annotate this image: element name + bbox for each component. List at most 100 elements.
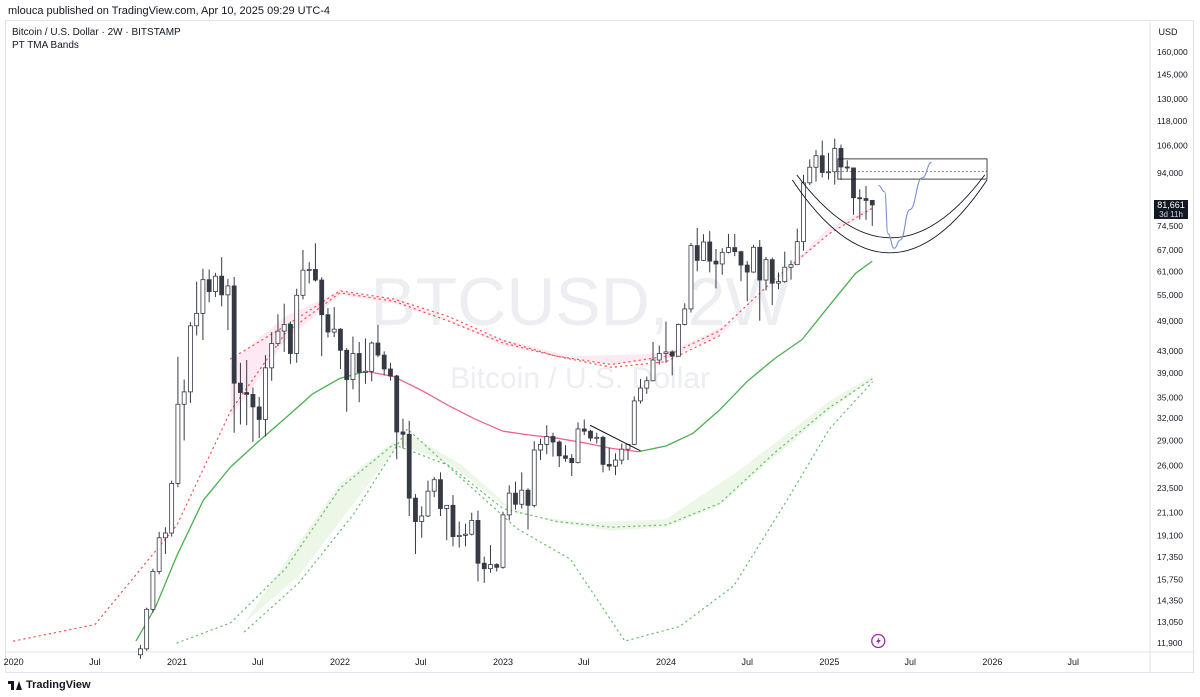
candle [275,314,281,347]
candle-body [150,571,156,610]
candle [356,342,362,403]
candle [701,234,706,261]
candle-body [807,166,813,184]
candle-body [863,198,869,201]
candle [751,244,756,273]
candle [682,303,688,326]
candle [606,447,612,471]
candle [631,396,637,446]
candle [313,243,318,282]
candle [325,308,331,338]
candle-body [231,285,237,384]
x-tick-label: Jul [415,657,427,667]
chart-legend: Bitcoin / U.S. Dollar · 2W · BITSTAMP PT… [12,26,181,52]
candle-body [294,294,300,354]
candle [181,379,187,441]
candle-body [794,241,800,266]
y-tick-label: 130,000 [1157,94,1188,104]
candle [769,257,775,306]
candle-body [194,312,200,327]
y-tick-label: 13,050 [1157,617,1183,627]
candle [281,303,287,352]
candle-body [319,279,325,316]
flash-icon-bolt [876,637,881,645]
candle [263,355,268,437]
candle [338,328,343,369]
symbol-line[interactable]: Bitcoin / U.S. Dollar · 2W · BITSTAMP [12,27,181,38]
candle [463,523,468,547]
indicator-label[interactable]: PT TMA Bands [12,40,79,51]
candle [663,321,669,363]
bar-countdown: 3d 11h [1159,210,1183,219]
candle-body [769,259,775,284]
candle [638,378,643,404]
x-tick-label: 2024 [656,657,676,667]
trendline-drawing [589,424,641,452]
candle [344,348,350,412]
candle-body [506,492,512,516]
arc-drawing-2 [791,179,988,254]
y-tick-label: 19,100 [1157,530,1183,540]
x-tick-label: 2020 [4,657,24,667]
tma-center-segment [285,393,314,419]
y-tick-label: 21,100 [1157,508,1183,518]
candle-body [306,269,312,271]
y-tick-label: 61,000 [1157,266,1183,276]
candle-body [719,251,725,265]
flash-icon [871,633,886,649]
candle [400,418,406,449]
candle-body [181,391,187,405]
candle [219,257,225,307]
candle-body [188,325,193,393]
candle-body [732,247,738,253]
y-tick-label: 35,000 [1157,393,1183,403]
candle [726,233,731,254]
x-tick-label: 2026 [982,657,1002,667]
tma-center-segment [475,418,504,432]
candle [438,472,443,517]
candle [625,443,631,461]
price-axis-currency: USD [1158,27,1178,37]
tma-center-segment [855,260,873,274]
tma-center-segment [828,272,857,306]
candle [488,545,493,573]
candle [719,248,725,275]
candle-body [238,382,243,393]
candle-body [525,489,531,506]
candle-body [413,497,418,522]
candle-body [550,436,556,443]
candle [757,240,763,321]
candle-body [500,514,506,568]
candle [844,160,850,172]
y-tick-label: 145,000 [1157,69,1188,79]
candle-body [594,436,600,439]
tma-center-segment [801,305,830,340]
candle [550,432,556,457]
candle-body [581,428,587,432]
candle-body [438,479,443,509]
resistance-zone-box [837,158,988,180]
candle [707,231,713,273]
candle-body [338,328,343,351]
publish-header: mlouca published on TradingView.com, Apr… [0,0,1200,22]
candle [732,233,738,257]
candle-body [563,455,568,459]
candle-body [757,246,763,281]
candle-body [225,285,231,296]
candle [431,476,437,498]
tradingview-logo[interactable]: TradingView [8,679,91,691]
y-tick-label: 67,000 [1157,245,1183,255]
candle-body [744,264,750,273]
candle-body [694,245,700,261]
candle-body [456,534,462,537]
candle-body [631,400,637,445]
candle-body [638,387,643,402]
candle-body [726,247,731,253]
candle-body [419,515,425,522]
candle [594,432,600,444]
candle [381,351,387,376]
y-tick-label: 43,000 [1157,346,1183,356]
candle [194,281,200,336]
candle [150,568,156,613]
